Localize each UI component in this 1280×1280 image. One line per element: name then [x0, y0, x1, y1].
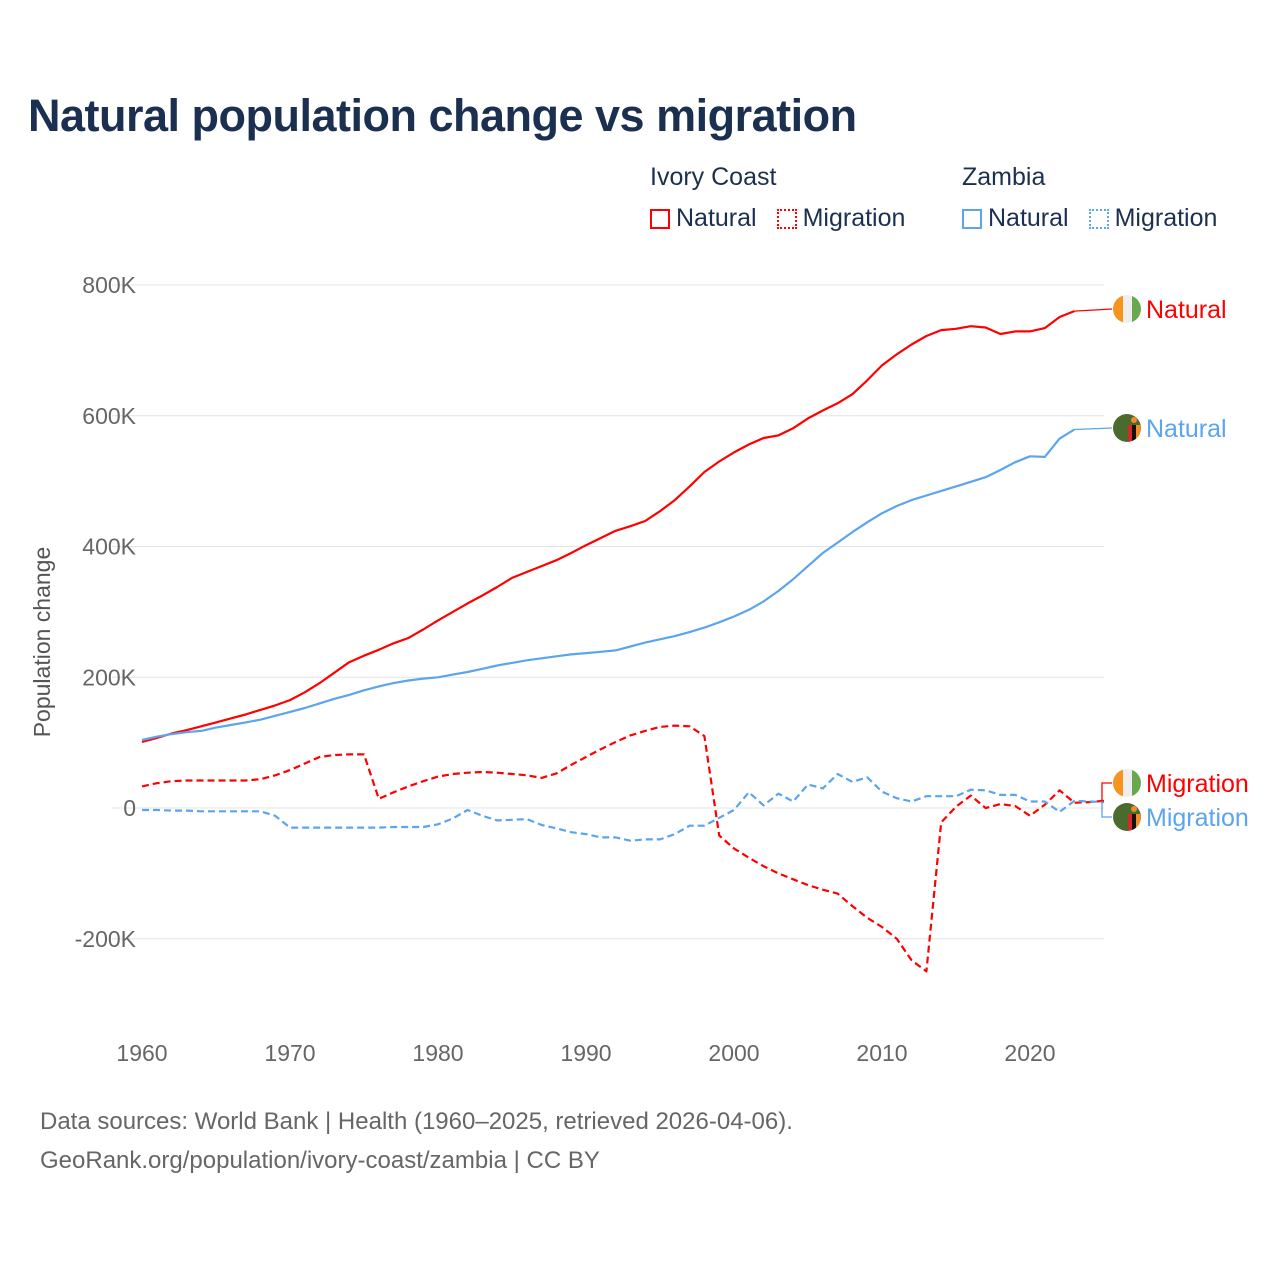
- chart-title: Natural population change vs migration: [28, 90, 857, 141]
- legend-item-ivory-coast-migration[interactable]: Migration: [776, 204, 906, 233]
- y-axis-label: Population change: [29, 547, 55, 738]
- x-tick-label: 1990: [560, 1040, 611, 1066]
- dotted-swatch-icon: [1088, 208, 1109, 229]
- y-tick-label: -200K: [75, 926, 137, 952]
- series-end-label: Natural: [1146, 296, 1227, 324]
- y-tick-label: 600K: [82, 403, 136, 429]
- legend-group-zambia: Zambia Natural Migration: [962, 163, 1237, 233]
- footer-link[interactable]: GeoRank.org/population/ivory-coast/zambi…: [40, 1147, 600, 1174]
- footer-source: Data sources: World Bank | Health (1960–…: [40, 1108, 793, 1135]
- label-connector: [1074, 427, 1113, 431]
- series-line-zambia-natural[interactable]: [141, 428, 1075, 742]
- series-end-label: Migration: [1146, 804, 1249, 832]
- legend-item-ivory-coast-natural[interactable]: Natural: [650, 204, 757, 233]
- legend-group-ivory-coast: Ivory Coast Natural Migration: [650, 163, 925, 233]
- x-tick-label: 1960: [116, 1040, 167, 1066]
- zambia-flag-icon: [1113, 414, 1141, 442]
- solid-swatch-icon: [962, 208, 982, 229]
- label-connector: [1101, 801, 1112, 818]
- x-tick-label: 2000: [708, 1040, 759, 1066]
- series-end-label: Natural: [1146, 415, 1227, 443]
- legend-label: Natural: [676, 204, 757, 232]
- label-connector: [1101, 782, 1112, 802]
- ivory-coast-flag-icon: [1113, 769, 1142, 797]
- x-tick-label: 1980: [412, 1040, 463, 1066]
- zambia-flag-icon: [1113, 803, 1141, 831]
- y-tick-label: 200K: [82, 664, 136, 690]
- legend-item-zambia-migration[interactable]: Migration: [1088, 204, 1218, 233]
- x-tick-label: 1970: [264, 1040, 315, 1066]
- y-tick-label: 800K: [82, 272, 136, 298]
- series-line-ivory-coast-migration[interactable]: [141, 724, 1105, 973]
- legend-item-zambia-natural[interactable]: Natural: [962, 204, 1069, 233]
- x-tick-label: 2010: [856, 1040, 907, 1066]
- label-connector: [1074, 308, 1113, 312]
- legend-label: Migration: [802, 204, 906, 232]
- x-tick-label: 2020: [1004, 1040, 1055, 1066]
- legend-label: Natural: [988, 204, 1069, 232]
- series-line-zambia-migration[interactable]: [142, 772, 1105, 842]
- y-tick-label: 400K: [82, 534, 136, 560]
- dotted-swatch-icon: [776, 208, 797, 229]
- series-end-label: Migration: [1146, 770, 1249, 798]
- legend-label: Migration: [1114, 204, 1218, 232]
- ivory-coast-flag-icon: [1113, 295, 1142, 323]
- legend-group-title: Zambia: [962, 163, 1046, 191]
- legend-group-title: Ivory Coast: [650, 163, 777, 191]
- y-tick-label: 0: [123, 795, 136, 821]
- solid-swatch-icon: [650, 208, 670, 229]
- series-line-ivory-coast-natural[interactable]: [141, 310, 1075, 744]
